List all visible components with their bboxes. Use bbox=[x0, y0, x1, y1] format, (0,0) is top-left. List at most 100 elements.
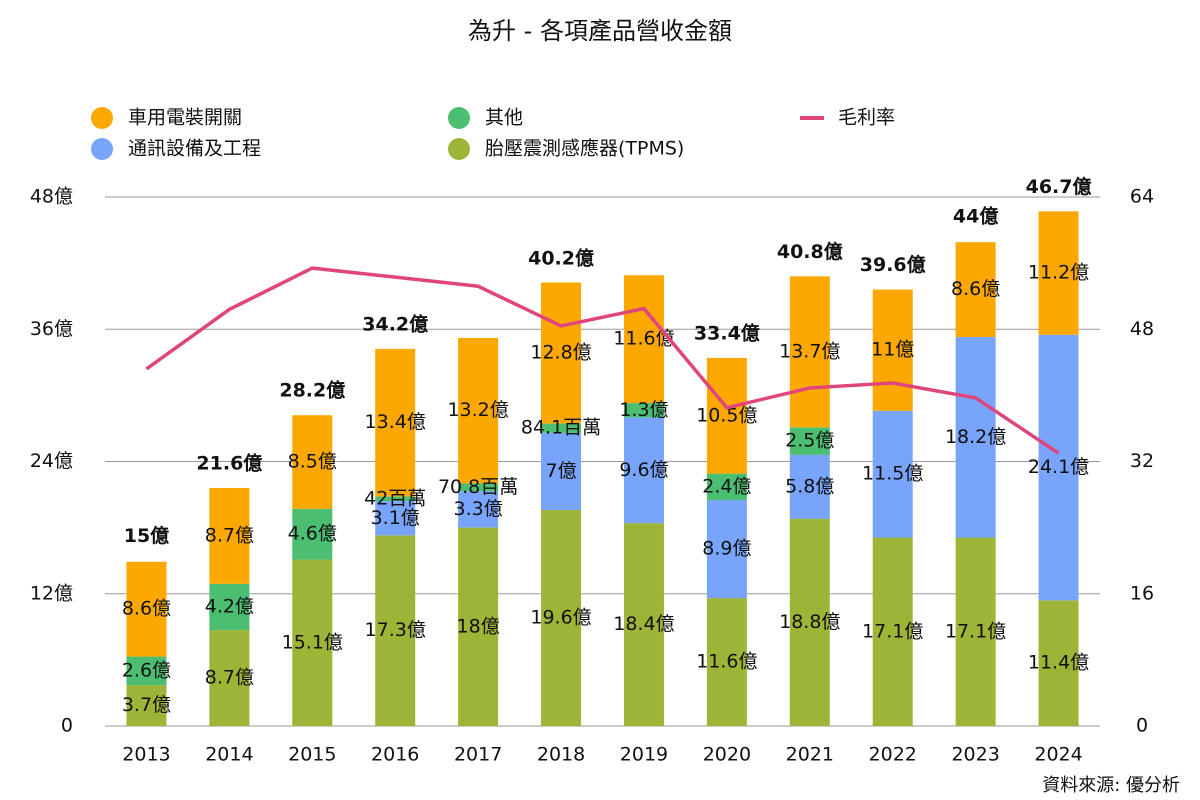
bar-segment bbox=[209, 630, 250, 726]
data-label: 5.8億 bbox=[785, 475, 834, 497]
bar-segment bbox=[541, 509, 582, 726]
bar-segment bbox=[458, 483, 499, 492]
bar-segment bbox=[706, 500, 747, 599]
data-label: 3.3億 bbox=[454, 498, 503, 520]
total-label: 34.2億 bbox=[362, 313, 428, 336]
data-label: 18.4億 bbox=[613, 613, 674, 635]
data-label: 70.8百萬 bbox=[438, 476, 518, 498]
bar-segment bbox=[623, 275, 664, 404]
bar-segment bbox=[706, 473, 747, 501]
bar-segment bbox=[458, 491, 499, 528]
data-label: 11.4億 bbox=[1028, 652, 1089, 674]
bar-segment bbox=[872, 410, 913, 538]
chart-title: 為升 - 各項產品營收金額 bbox=[468, 17, 732, 45]
total-label: 28.2億 bbox=[279, 379, 345, 402]
data-label: 17.3億 bbox=[365, 619, 426, 641]
bar-segment bbox=[955, 537, 996, 726]
bar-segment bbox=[209, 583, 250, 631]
bar-segment bbox=[706, 598, 747, 726]
data-label: 4.6億 bbox=[288, 523, 337, 545]
y-tick-label: 12億 bbox=[30, 582, 73, 604]
y2-tick-label: 16 bbox=[1130, 582, 1154, 604]
data-label: 17.1億 bbox=[945, 620, 1006, 642]
y2-tick-label: 48 bbox=[1130, 318, 1154, 340]
data-label: 2.4億 bbox=[702, 475, 751, 497]
bar-segment bbox=[789, 518, 830, 726]
bar-segment bbox=[789, 454, 830, 519]
data-label: 3.7億 bbox=[122, 694, 171, 716]
y-tick-label: 0 bbox=[61, 715, 73, 737]
data-label: 24.1億 bbox=[1028, 456, 1089, 478]
bar-segment bbox=[375, 535, 416, 726]
data-label: 10.5億 bbox=[696, 404, 757, 426]
bar-segment bbox=[292, 559, 333, 726]
legend-marker bbox=[91, 138, 113, 160]
x-tick-label: 2019 bbox=[620, 744, 668, 766]
line bbox=[145, 266, 1060, 455]
data-label: 3.1億 bbox=[371, 507, 420, 529]
data-label: 13.4億 bbox=[365, 411, 426, 433]
bar-segment bbox=[623, 523, 664, 726]
x-tick-label: 2022 bbox=[869, 744, 917, 766]
data-label: 42百萬 bbox=[364, 487, 426, 509]
data-label: 12.8億 bbox=[530, 342, 591, 364]
total-label: 21.6億 bbox=[196, 451, 262, 474]
x-tick-label: 2024 bbox=[1034, 744, 1082, 766]
data-label: 18億 bbox=[457, 615, 500, 637]
x-tick-label: 2014 bbox=[205, 744, 253, 766]
y2-tick-label: 0 bbox=[1136, 715, 1148, 737]
bar-segment bbox=[292, 415, 333, 509]
bar-segment bbox=[375, 348, 416, 497]
data-label: 8.7億 bbox=[205, 667, 254, 689]
legend-label: 其他 bbox=[485, 107, 523, 129]
data-label: 2.5億 bbox=[785, 430, 834, 452]
x-tick-label: 2013 bbox=[122, 744, 170, 766]
data-label: 13.7億 bbox=[779, 340, 840, 362]
x-tick-label: 2017 bbox=[454, 744, 502, 766]
total-label: 15億 bbox=[124, 524, 169, 547]
legend-marker bbox=[91, 107, 113, 129]
bar-segment bbox=[375, 496, 416, 502]
total-label: 39.6億 bbox=[860, 253, 926, 276]
data-label: 7億 bbox=[545, 460, 576, 482]
bar-segment bbox=[1038, 334, 1079, 601]
data-label: 11.5億 bbox=[862, 463, 923, 485]
legend-marker bbox=[448, 138, 470, 160]
data-label: 19.6億 bbox=[530, 606, 591, 628]
bar-segment bbox=[458, 527, 499, 726]
bar-segment bbox=[623, 403, 664, 418]
legend-label: 車用電裝開關 bbox=[128, 107, 242, 129]
data-label: 11.2億 bbox=[1028, 262, 1089, 284]
bar-segment bbox=[126, 656, 167, 686]
bar-segment bbox=[209, 487, 250, 584]
bar-segment bbox=[1038, 600, 1079, 726]
bar-segment bbox=[1038, 211, 1079, 335]
total-label: 46.7億 bbox=[1026, 175, 1092, 198]
x-tick-label: 2016 bbox=[371, 744, 419, 766]
x-tick-label: 2023 bbox=[951, 744, 999, 766]
data-label: 13.2億 bbox=[447, 399, 508, 421]
y-tick-label: 24億 bbox=[30, 450, 73, 472]
bar-segment bbox=[955, 336, 996, 538]
data-label: 4.2億 bbox=[205, 595, 254, 617]
total-label: 40.2億 bbox=[528, 246, 594, 269]
bar-segment bbox=[789, 427, 830, 455]
y-tick-label: 48億 bbox=[30, 186, 73, 208]
total-label: 44億 bbox=[953, 205, 998, 228]
data-label: 9.6億 bbox=[619, 459, 668, 481]
data-label: 11.6億 bbox=[696, 651, 757, 673]
y2-tick-label: 32 bbox=[1130, 450, 1154, 472]
legend-label: 毛利率 bbox=[838, 107, 895, 129]
data-label: 84.1百萬 bbox=[521, 417, 601, 439]
data-label: 18.2億 bbox=[945, 426, 1006, 448]
source: 資料來源: 優分析 bbox=[1042, 775, 1180, 796]
legend-label: 胎壓震測感應器(TPMS) bbox=[485, 137, 684, 160]
data-label: 11億 bbox=[871, 339, 914, 361]
data-label: 11.6億 bbox=[613, 328, 674, 350]
legend-label: 通訊設備及工程 bbox=[128, 138, 261, 160]
bar-segment bbox=[541, 282, 582, 424]
y-tick-label: 36億 bbox=[30, 318, 73, 340]
data-label: 8.6億 bbox=[951, 278, 1000, 300]
x-tick-label: 2021 bbox=[786, 744, 834, 766]
